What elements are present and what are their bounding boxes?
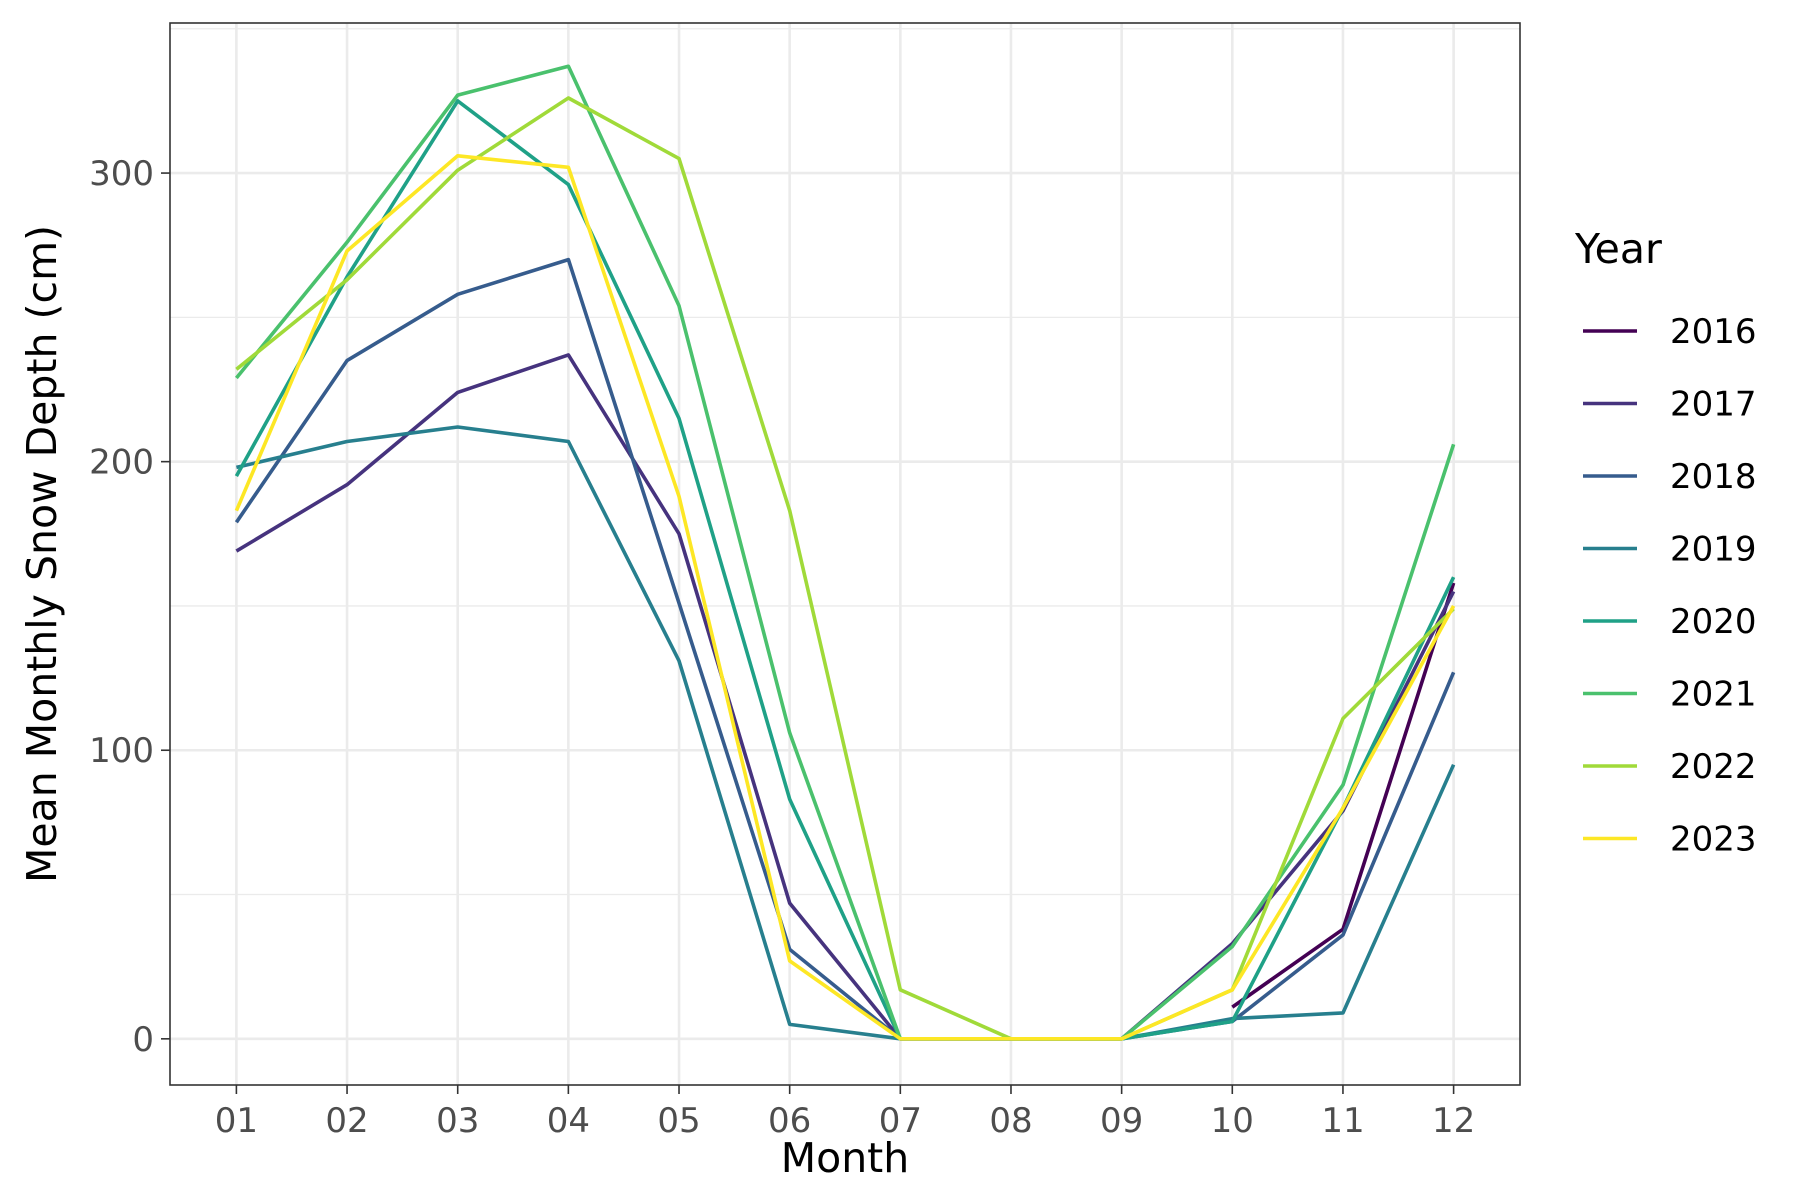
x-axis-title: Month bbox=[781, 1134, 910, 1182]
x-tick-label: 09 bbox=[1100, 1101, 1143, 1141]
legend-label-2020: 2020 bbox=[1670, 602, 1757, 642]
series-line-2016 bbox=[1231, 582, 1456, 1009]
series-line-2019 bbox=[235, 425, 1456, 1041]
x-tick-label: 06 bbox=[768, 1101, 811, 1141]
legend: Year 2016 2017 2018 2019 2020 2021 2022 2023 bbox=[1574, 225, 1757, 860]
y-axis-ticks: 0 100 200 300 bbox=[89, 154, 170, 1060]
legend-label-2019: 2019 bbox=[1670, 530, 1757, 570]
series-line-2020 bbox=[234, 99, 1456, 1041]
y-tick-label: 0 bbox=[132, 1020, 154, 1060]
y-tick-label: 300 bbox=[89, 154, 154, 194]
legend-label-2018: 2018 bbox=[1670, 457, 1757, 497]
legend-label-2017: 2017 bbox=[1670, 385, 1757, 425]
series-line-2021 bbox=[235, 64, 1456, 1041]
legend-label-2022: 2022 bbox=[1670, 747, 1757, 787]
x-tick-label: 11 bbox=[1321, 1101, 1364, 1141]
series-lines bbox=[234, 64, 1456, 1041]
x-tick-label: 12 bbox=[1432, 1101, 1475, 1141]
x-axis-ticks: 01 02 03 04 05 06 07 08 09 10 11 12 bbox=[215, 1085, 1475, 1141]
y-axis-title: Mean Monthly Snow Depth (cm) bbox=[18, 225, 66, 883]
x-tick-label: 04 bbox=[547, 1101, 590, 1141]
x-tick-label: 03 bbox=[436, 1101, 479, 1141]
legend-label-2023: 2023 bbox=[1670, 820, 1757, 860]
x-tick-label: 01 bbox=[215, 1101, 258, 1141]
series-line-2023 bbox=[234, 154, 1456, 1041]
y-tick-label: 200 bbox=[89, 443, 154, 483]
minor-gridlines bbox=[170, 28, 1520, 896]
x-tick-label: 07 bbox=[879, 1101, 922, 1141]
plot-panel bbox=[170, 23, 1520, 1085]
x-tick-label: 08 bbox=[989, 1101, 1032, 1141]
x-tick-label: 02 bbox=[325, 1101, 368, 1141]
series-line-2022 bbox=[235, 96, 1455, 1041]
plot-border bbox=[169, 22, 1521, 1086]
series-line-2018 bbox=[234, 257, 1456, 1041]
x-tick-label: 05 bbox=[657, 1101, 700, 1141]
y-tick-label: 100 bbox=[89, 731, 154, 771]
legend-label-2016: 2016 bbox=[1670, 312, 1757, 352]
x-tick-label: 10 bbox=[1211, 1101, 1254, 1141]
legend-items: 2016 2017 2018 2019 2020 2021 2022 2023 bbox=[1583, 312, 1757, 860]
major-gridlines bbox=[170, 23, 1520, 1085]
legend-title: Year bbox=[1574, 225, 1662, 273]
legend-label-2021: 2021 bbox=[1670, 675, 1757, 715]
